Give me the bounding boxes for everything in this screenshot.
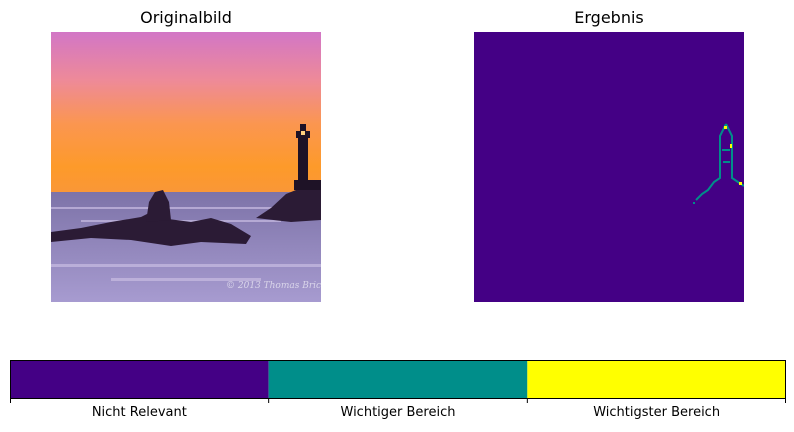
result-image-title: Ergebnis (574, 8, 644, 27)
colorbar (10, 360, 786, 403)
colorbar-label-not-relevant: Nicht Relevant (91, 405, 187, 420)
background-region (474, 32, 744, 302)
colorbar-segment-0 (10, 360, 269, 398)
photo-watermark: © 2013 Thomas Brichter (226, 281, 321, 291)
colorbar-label-important: Wichtiger Bereich (340, 405, 456, 420)
colorbar-segment-1 (268, 360, 528, 398)
original-image: © 2013 Thomas Brichter (51, 32, 321, 302)
result-mask (474, 32, 744, 302)
lighthouse-lamp (301, 131, 305, 135)
highest-importance-specks (724, 126, 742, 185)
colorbar-segment-2 (527, 360, 786, 398)
rocks (51, 182, 321, 246)
original-image-title: Originalbild (140, 8, 232, 27)
edge-pixel (693, 202, 695, 204)
colorbar-label-most-important: Wichtigster Bereich (593, 405, 721, 420)
